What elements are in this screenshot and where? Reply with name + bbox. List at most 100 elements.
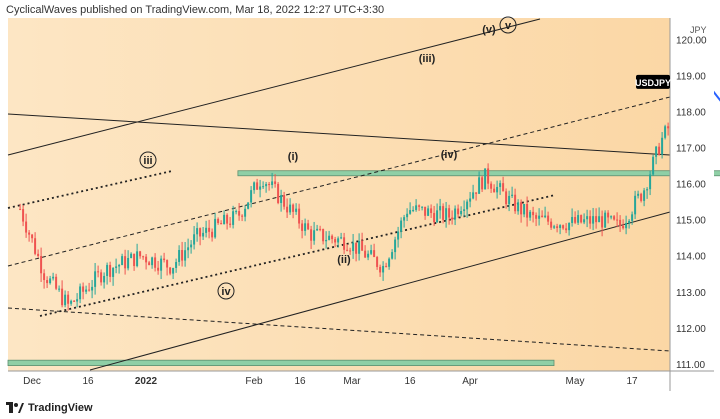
price-tick-label: 113.00 <box>676 288 706 299</box>
candle-body <box>427 208 430 216</box>
price-tick-label: 114.00 <box>676 252 706 263</box>
candle-body <box>616 219 619 221</box>
candle-body <box>292 204 295 212</box>
candle-body <box>259 186 262 190</box>
time-tick-label: 17 <box>626 376 638 387</box>
candle-body <box>346 249 349 251</box>
publish-header: CyclicalWaves published on TradingView.c… <box>6 4 384 16</box>
candle-body <box>379 266 382 273</box>
candle-body <box>544 215 547 218</box>
candle-body <box>661 137 664 155</box>
wave-label-iii-paren: (iii) <box>419 53 436 65</box>
candle-body <box>79 286 82 300</box>
candle-body <box>580 215 583 223</box>
candle-body <box>391 252 394 259</box>
candle-body <box>601 216 604 228</box>
candle-body <box>535 215 538 219</box>
candle-body <box>172 267 175 274</box>
candle-body <box>457 208 460 215</box>
candle-body <box>559 225 562 228</box>
time-tick-label: Apr <box>462 376 478 387</box>
candle-body <box>541 215 544 218</box>
candle-body <box>586 216 589 220</box>
price-tick-label: 116.00 <box>676 180 706 191</box>
candle-body <box>505 191 508 205</box>
candle-body <box>295 208 298 212</box>
candle-body <box>319 228 322 230</box>
candle-body <box>493 188 496 193</box>
wave-label-i-paren: (i) <box>288 151 299 163</box>
candle-body <box>547 215 550 222</box>
candle-body <box>121 256 124 266</box>
candle-body <box>193 234 196 245</box>
candle-body <box>664 126 667 138</box>
candle-body <box>469 198 472 202</box>
candle-body <box>604 212 607 228</box>
candle-body <box>91 286 94 291</box>
time-tick-label: Dec <box>23 376 41 387</box>
candle-body <box>298 208 301 224</box>
candle-body <box>382 265 385 273</box>
candle-body <box>394 239 397 253</box>
candle-body <box>250 190 253 203</box>
candle-body <box>667 126 670 129</box>
candle-body <box>646 189 649 191</box>
price-tick-label: 119.00 <box>676 72 706 83</box>
candle-body <box>55 276 58 289</box>
candle-body <box>154 257 157 268</box>
candle-body <box>592 216 595 224</box>
candle-body <box>352 242 355 252</box>
candle-body <box>385 265 388 267</box>
candle-body <box>496 186 499 193</box>
candle-body <box>454 208 457 220</box>
candle-body <box>67 294 70 304</box>
candle-body <box>598 216 601 223</box>
time-tick-label: 16 <box>294 376 306 387</box>
candle-body <box>49 278 52 284</box>
candle-body <box>439 206 442 211</box>
candle-body <box>58 288 61 290</box>
candle-body <box>517 202 520 212</box>
candle-body <box>271 181 274 185</box>
candle-body <box>430 208 433 214</box>
candle-body <box>163 258 166 261</box>
candle-body <box>481 177 484 190</box>
candle-body <box>100 272 103 283</box>
currency-label: JPY <box>690 25 707 35</box>
time-tick-label: Mar <box>343 376 361 387</box>
candle-body <box>511 194 514 196</box>
candle-body <box>406 213 409 218</box>
candle-body <box>268 184 271 186</box>
candle-body <box>466 201 469 210</box>
lower-dotted-line <box>39 194 556 317</box>
candle-body <box>445 208 448 220</box>
support-zone <box>7 359 555 366</box>
candle-body <box>478 177 481 194</box>
candle-body <box>409 210 412 214</box>
candle-body <box>637 193 640 196</box>
candle-body <box>370 250 373 254</box>
symbol-tag-label: USDJPY <box>635 78 671 88</box>
candle-body <box>322 229 325 242</box>
candle-body <box>220 223 223 225</box>
candle-body <box>82 286 85 292</box>
candle-body <box>523 203 526 215</box>
candle-body <box>451 217 454 220</box>
candle-body <box>115 266 118 268</box>
candle-body <box>364 250 367 258</box>
candle-body <box>232 211 235 225</box>
price-tick-label: 120.00 <box>676 36 707 47</box>
candle-body <box>388 258 391 267</box>
candle-body <box>463 209 466 211</box>
candle-body <box>277 183 280 203</box>
candle-body <box>340 237 343 239</box>
candle-body <box>214 218 217 238</box>
candle-body <box>412 209 415 211</box>
candle-body <box>502 183 505 192</box>
candle-body <box>475 192 478 194</box>
candle-body <box>256 182 259 190</box>
candle-body <box>433 213 436 223</box>
candle-body <box>514 194 517 212</box>
candle-body <box>442 206 445 220</box>
